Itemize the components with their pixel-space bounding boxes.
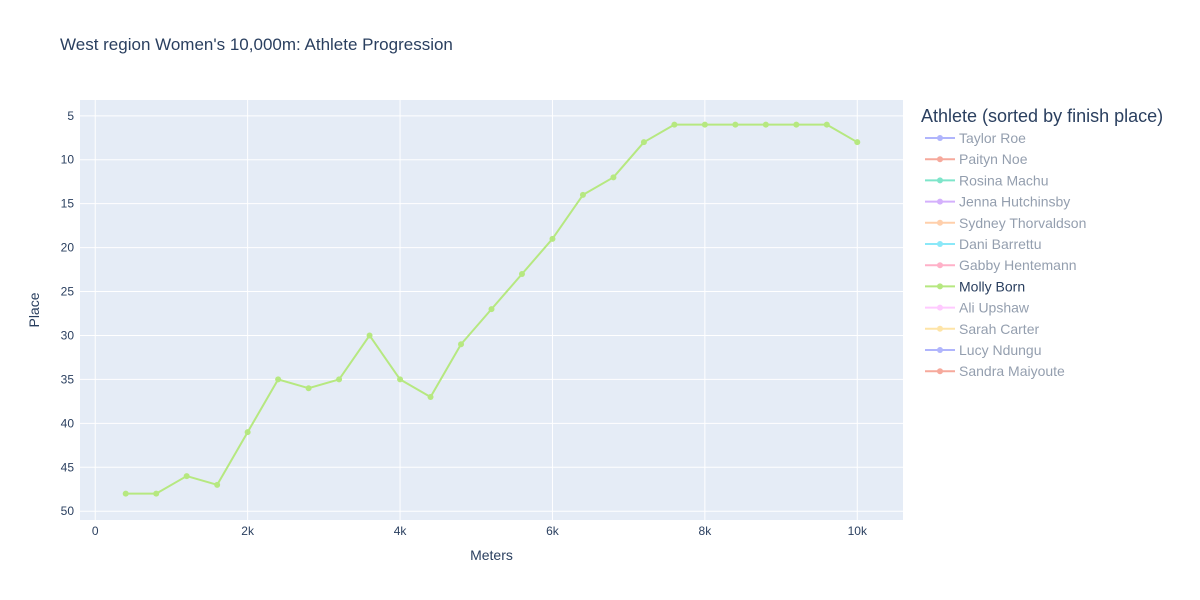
legend-item[interactable]: Taylor Roe bbox=[925, 130, 1026, 146]
data-point[interactable] bbox=[336, 376, 343, 383]
legend-label: Gabby Hentemann bbox=[959, 257, 1077, 273]
y-tick-label: 30 bbox=[61, 328, 75, 342]
data-point[interactable] bbox=[183, 473, 190, 480]
legend-label: Taylor Roe bbox=[959, 130, 1026, 146]
data-point[interactable] bbox=[732, 121, 739, 128]
data-point[interactable] bbox=[793, 121, 800, 128]
legend-swatch-marker bbox=[937, 283, 943, 290]
legend-swatch-marker bbox=[937, 177, 943, 184]
legend-label: Jenna Hutchinsby bbox=[959, 194, 1070, 210]
data-point[interactable] bbox=[762, 121, 769, 128]
data-point[interactable] bbox=[854, 139, 861, 146]
legend-swatch-marker bbox=[937, 156, 943, 163]
data-point[interactable] bbox=[488, 306, 495, 313]
y-axis: 5 10 15 20 25 30 35 40 45 50 bbox=[61, 109, 75, 518]
legend-item[interactable]: Sydney Thorvaldson bbox=[925, 215, 1086, 231]
legend-item[interactable]: Sandra Maiyoute bbox=[925, 363, 1065, 379]
legend-label: Dani Barrettu bbox=[959, 236, 1041, 252]
data-point[interactable] bbox=[244, 429, 251, 436]
legend-swatch-marker bbox=[937, 262, 943, 269]
legend-title: Athlete (sorted by finish place) bbox=[921, 106, 1163, 126]
legend-item[interactable]: Lucy Ndungu bbox=[925, 342, 1042, 358]
legend-label: Sarah Carter bbox=[959, 321, 1039, 337]
legend-item[interactable]: Sarah Carter bbox=[925, 321, 1039, 337]
legend-swatch-marker bbox=[937, 135, 943, 141]
legend-item[interactable]: Gabby Hentemann bbox=[925, 257, 1077, 273]
data-point[interactable] bbox=[214, 481, 221, 488]
data-point[interactable] bbox=[122, 490, 129, 497]
y-tick-label: 25 bbox=[61, 285, 75, 299]
data-point[interactable] bbox=[671, 121, 678, 128]
y-tick-label: 45 bbox=[61, 460, 75, 474]
y-tick-label: 20 bbox=[61, 241, 75, 255]
y-axis-title: Place bbox=[26, 292, 42, 327]
legend-swatch-marker bbox=[937, 304, 943, 311]
data-point[interactable] bbox=[518, 270, 525, 277]
legend-item[interactable]: Dani Barrettu bbox=[925, 236, 1041, 252]
legend-label: Sandra Maiyoute bbox=[959, 363, 1065, 379]
grid bbox=[80, 100, 903, 520]
legend-label: Rosina Machu bbox=[959, 172, 1049, 188]
legend[interactable]: Athlete (sorted by finish place) Taylor … bbox=[921, 106, 1163, 379]
legend-item[interactable]: Ali Upshaw bbox=[925, 300, 1030, 316]
data-point[interactable] bbox=[275, 376, 282, 383]
y-tick-label: 50 bbox=[61, 504, 75, 518]
series-layer bbox=[122, 121, 861, 497]
legend-item[interactable]: Molly Born bbox=[925, 278, 1025, 294]
legend-label: Paityn Noe bbox=[959, 151, 1028, 167]
legend-swatch-marker bbox=[937, 198, 943, 205]
data-point[interactable] bbox=[153, 490, 160, 497]
y-tick-label: 5 bbox=[67, 109, 74, 123]
legend-items[interactable]: Taylor Roe Paityn Noe Rosina Machu Jenna Hu… bbox=[925, 130, 1086, 379]
data-point[interactable] bbox=[823, 121, 830, 128]
chart-title: West region Women's 10,000m: Athlete Pro… bbox=[60, 35, 453, 54]
legend-swatch-marker bbox=[937, 219, 943, 226]
legend-label: Lucy Ndungu bbox=[959, 342, 1042, 358]
data-point[interactable] bbox=[610, 174, 617, 181]
x-tick-label: 10k bbox=[848, 524, 868, 538]
y-tick-label: 40 bbox=[61, 416, 75, 430]
x-tick-label: 2k bbox=[241, 524, 255, 538]
data-point[interactable] bbox=[458, 341, 465, 348]
x-tick-label: 4k bbox=[394, 524, 408, 538]
x-tick-label: 6k bbox=[546, 524, 560, 538]
legend-label: Ali Upshaw bbox=[959, 300, 1030, 316]
y-tick-label: 35 bbox=[61, 372, 75, 386]
legend-label: Molly Born bbox=[959, 278, 1025, 294]
legend-swatch-marker bbox=[937, 347, 943, 353]
data-point[interactable] bbox=[305, 385, 312, 392]
legend-item[interactable]: Jenna Hutchinsby bbox=[925, 194, 1070, 210]
x-tick-label: 0 bbox=[92, 524, 99, 538]
legend-swatch-marker bbox=[937, 241, 943, 247]
legend-swatch-marker bbox=[937, 368, 943, 375]
data-point[interactable] bbox=[701, 121, 708, 128]
x-axis: 0 2k 4k 6k 8k 10k bbox=[92, 524, 868, 538]
y-tick-label: 15 bbox=[61, 197, 75, 211]
data-point[interactable] bbox=[366, 332, 373, 339]
series-molly-born[interactable] bbox=[122, 121, 861, 497]
data-point[interactable] bbox=[640, 139, 647, 146]
data-point[interactable] bbox=[427, 393, 434, 400]
data-point[interactable] bbox=[579, 191, 586, 198]
legend-item[interactable]: Rosina Machu bbox=[925, 172, 1049, 188]
x-tick-label: 8k bbox=[699, 524, 713, 538]
legend-swatch-marker bbox=[937, 325, 943, 332]
legend-item[interactable]: Paityn Noe bbox=[925, 151, 1028, 167]
y-tick-label: 10 bbox=[61, 153, 75, 167]
data-point[interactable] bbox=[549, 235, 556, 242]
data-point[interactable] bbox=[397, 376, 404, 383]
legend-label: Sydney Thorvaldson bbox=[959, 215, 1086, 231]
x-axis-title: Meters bbox=[470, 547, 513, 563]
